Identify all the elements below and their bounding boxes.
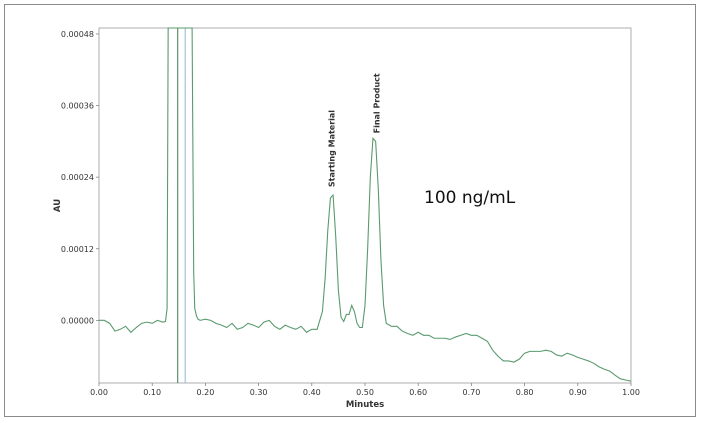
x-tick-label: 0.40 <box>303 388 321 397</box>
x-tick-label: 0.70 <box>462 388 480 397</box>
x-tick-label: 0.00 <box>90 388 108 397</box>
y-tick-label: 0.00036 <box>61 102 94 111</box>
x-tick-label: 0.60 <box>409 388 427 397</box>
x-tick-label: 0.90 <box>569 388 587 397</box>
peak-labels: Starting Material Final Product <box>327 73 381 187</box>
concentration-annotation: 100 ng/mL <box>424 188 516 208</box>
tick-labels: 0.00 0.10 0.20 0.30 0.40 0.50 0.60 0.70 0.80 0.90… <box>61 30 640 397</box>
x-tick-label: 1.00 <box>622 388 640 397</box>
y-tick-label: 0.00024 <box>61 173 94 182</box>
peak-label: Final Product <box>373 73 382 133</box>
peak-label: Starting Material <box>327 110 336 187</box>
y-tick-label: 0.00012 <box>61 245 94 254</box>
x-tick-label: 0.50 <box>356 388 374 397</box>
x-tick-label: 0.30 <box>250 388 268 397</box>
y-tick-label: 0.00000 <box>61 316 94 325</box>
x-tick-label: 0.20 <box>196 388 214 397</box>
x-tick-label: 0.80 <box>516 388 534 397</box>
chromatogram-trace <box>99 27 632 382</box>
tick-marks <box>96 33 632 386</box>
y-tick-label: 0.00048 <box>61 30 94 39</box>
x-axis-label: Minutes <box>346 400 384 410</box>
x-tick-label: 0.10 <box>143 388 161 397</box>
y-axis-label: AU <box>53 199 63 212</box>
plot-area <box>98 27 632 384</box>
injection-markers <box>177 28 186 383</box>
